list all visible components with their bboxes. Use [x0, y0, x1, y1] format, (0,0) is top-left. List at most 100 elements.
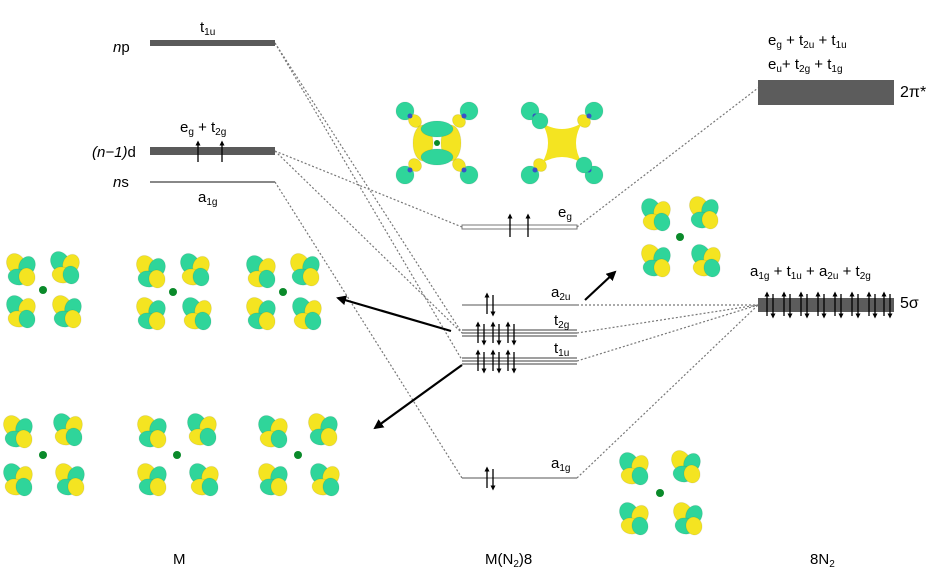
np-label: np: [113, 39, 130, 56]
ligand-orbital: [2, 462, 33, 497]
ligand-orbital: [670, 449, 701, 484]
sigma-band: [758, 298, 894, 312]
orbital-lobe-icon: [149, 429, 167, 449]
orbital-lobe-icon: [192, 267, 210, 287]
pi-star-symmetry-line2: eu+ t2g + t1g: [768, 56, 843, 75]
orbital-lobe-icon: [15, 429, 33, 449]
orbital-lobe-icon: [148, 311, 166, 331]
orbital-lobe-icon: [542, 123, 582, 163]
ligand-orbital: [5, 294, 36, 329]
eg-orbital-picture: [395, 101, 479, 185]
orbital-lobe-icon: [703, 258, 721, 278]
complex-levels: [461, 224, 578, 479]
complex-column-label: M(N2)8: [485, 551, 533, 570]
a1g-symmetry-label: a1g: [551, 455, 571, 474]
orbital-lobe-icon: [631, 466, 649, 486]
orbital-lobe-icon: [270, 429, 288, 449]
pi-star-band: [758, 80, 894, 105]
nd-level: [150, 147, 275, 155]
metal-center-icon: [279, 288, 287, 296]
orbital-lobe-icon: [420, 120, 454, 138]
orbital-lobe-icon: [320, 427, 338, 447]
orbital-lobe-icon: [258, 269, 276, 289]
pi-star-symmetry-line1: eg + t2u + t1u: [768, 32, 847, 51]
orbital-lobe-icon: [149, 477, 167, 497]
orbital-lobe-icon: [194, 311, 212, 331]
sigma-label: 5σ: [900, 295, 919, 312]
ligand-orbital: [54, 462, 85, 497]
ligand-orbital: [5, 252, 36, 287]
ligand-orbital: [618, 451, 649, 486]
orbital-lobe-icon: [62, 265, 80, 285]
ligand-orbital: [640, 243, 671, 278]
orbital-lobe-icon: [258, 311, 276, 331]
nd-symmetry-label: eg + t2g: [180, 119, 227, 138]
orbital-lobe-icon: [64, 309, 82, 329]
ligand-orbital: [245, 296, 276, 331]
nitrogen-atom-icon: [407, 167, 413, 173]
ligand-orbital: [135, 254, 166, 289]
orbital-lobe-icon: [65, 427, 83, 447]
eg-symmetry-label: eg: [558, 204, 572, 223]
ligand-orbital: [135, 296, 166, 331]
orbital-lobe-icon: [18, 267, 36, 287]
ligand-orbital: [52, 412, 83, 447]
ligand-orbital: [640, 197, 671, 232]
metal-center-icon: [169, 288, 177, 296]
metal-center-icon: [39, 286, 47, 294]
orbital-lobe-icon: [18, 309, 36, 329]
ligand-orbital: [618, 501, 649, 536]
orbital-lobe-icon: [322, 477, 340, 497]
ligand-orbital: [309, 462, 340, 497]
orbital-lobe-icon: [683, 464, 701, 484]
metal-center-icon: [656, 489, 664, 497]
orbital-lobe-icon: [201, 477, 219, 497]
ligand-orbital: [136, 462, 167, 497]
nitrogen-atom-icon: [461, 113, 467, 119]
pointer-arrows: [336, 270, 617, 430]
ligand-orbital: [289, 252, 320, 287]
orbital-lobe-icon: [67, 477, 85, 497]
orbital-lobe-icon: [631, 516, 649, 536]
ligand-orbital: [2, 414, 33, 449]
orbital-lobe-icon: [685, 516, 703, 536]
metal-center-icon: [294, 451, 302, 459]
metal-center-icon: [173, 451, 181, 459]
spin-arrows: [195, 140, 893, 491]
ligand-orbital: [245, 254, 276, 289]
ligand-orbital: [181, 296, 212, 331]
ligand-orbital: [690, 243, 721, 278]
np-level: [150, 40, 275, 46]
orbital-lobe-icon: [199, 427, 217, 447]
orbital-lobe-icon: [701, 210, 719, 230]
ligand-orbital: [672, 501, 703, 536]
nitrogen-atom-icon: [461, 167, 467, 173]
orbital-lobe-icon: [653, 212, 671, 232]
orbital-pictures: [2, 101, 721, 536]
nd-label: (n−1)d: [92, 144, 136, 161]
ligand-orbital: [291, 296, 322, 331]
orbital-lobe-icon: [270, 477, 288, 497]
metal-column-label: M: [173, 551, 186, 568]
np-symmetry-label: t1u: [200, 19, 216, 38]
ligand-orbital: [257, 414, 288, 449]
ligand-orbital: [49, 250, 80, 285]
ligand-orbital: [307, 412, 338, 447]
pi-star-label: 2π*: [900, 84, 927, 101]
nitrogen-atom-icon: [586, 113, 592, 119]
eg-level: [461, 224, 578, 230]
ligand-orbital: [51, 294, 82, 329]
ligand-orbital: [688, 195, 719, 230]
t2g-level: [462, 329, 577, 337]
t1u-level: [462, 357, 577, 365]
orbital-lobe-icon: [653, 258, 671, 278]
ligand-orbital: [186, 412, 217, 447]
ligand-levels: [758, 80, 894, 312]
sigma-symmetry-label: a1g + t1u + a2u + t2g: [750, 263, 871, 282]
metal-levels: [150, 40, 275, 183]
metal-center-icon: [39, 451, 47, 459]
orbital-lobe-icon: [148, 269, 166, 289]
t2g-symmetry-label: t2g: [554, 312, 570, 331]
